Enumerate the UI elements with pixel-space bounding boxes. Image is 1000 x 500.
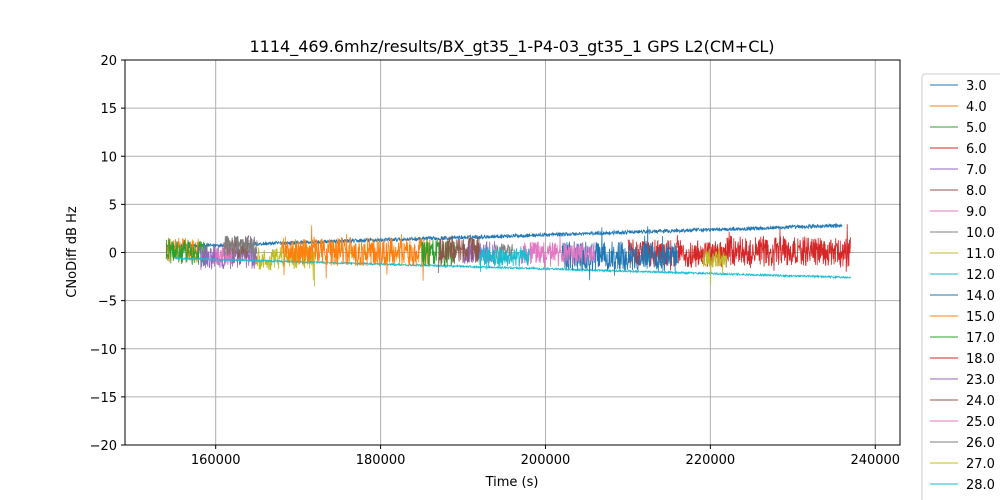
legend-label: 28.0 [966, 478, 995, 493]
x-tick-label: 200000 [521, 453, 571, 468]
series-line-10-0 [223, 235, 258, 259]
series-line-18-0 [726, 224, 851, 272]
series-line-27-0 [701, 247, 728, 284]
legend-label: 12.0 [966, 268, 995, 283]
legend-label: 18.0 [966, 352, 995, 367]
legend-label: 15.0 [966, 310, 995, 325]
y-tick-label: −10 [90, 343, 117, 358]
y-axis-label: CNoDiff dB Hz [65, 206, 80, 298]
y-tick-label: 5 [109, 198, 117, 213]
legend-label: 8.0 [966, 184, 987, 199]
y-tick-label: 20 [100, 54, 117, 69]
x-tick-label: 220000 [686, 453, 736, 468]
y-tick-label: −15 [90, 391, 117, 406]
legend-label: 23.0 [966, 373, 995, 388]
series-line-12-0 [174, 256, 851, 280]
series-line-25-0 [520, 236, 596, 269]
legend-label: 26.0 [966, 436, 995, 451]
y-tick-label: 15 [100, 102, 117, 117]
legend-label: 7.0 [966, 163, 987, 178]
series-line-15-0 [281, 225, 431, 281]
legend-label: 9.0 [966, 205, 987, 220]
series-line-17-0 [421, 239, 456, 267]
legend-label: 25.0 [966, 415, 995, 430]
legend-box [921, 73, 1000, 500]
x-tick-label: 240000 [850, 453, 900, 468]
legend-label: 4.0 [966, 100, 987, 115]
legend-label: 27.0 [966, 457, 995, 472]
y-tick-label: 0 [109, 247, 117, 262]
legend-label: 3.0 [966, 79, 987, 94]
y-tick-label: 10 [100, 150, 117, 165]
chart-title: 1114_469.6mhz/results/BX_gt35_1-P4-03_gt… [249, 37, 774, 57]
legend-label: 24.0 [966, 394, 995, 409]
axis-ticks: 160000 180000 200000 220000 240000 −20 −15 −10 −… [90, 54, 901, 468]
series-line-14-0 [561, 226, 678, 281]
legend-label: 14.0 [966, 289, 995, 304]
series-line-3-0 [166, 222, 843, 249]
y-tick-label: −5 [98, 295, 117, 310]
series-lines [165, 222, 851, 287]
x-tick-label: 180000 [356, 453, 406, 468]
legend-label: 11.0 [966, 247, 995, 262]
x-tick-label: 160000 [191, 453, 241, 468]
legend-label: 10.0 [966, 226, 995, 241]
legend: 3.0 4.0 5.0 6.0 7.0 8.0 9.0 10.0 11.0 12.0 14.0 15.… [921, 73, 1000, 500]
legend-label: 5.0 [966, 121, 987, 136]
y-tick-label: −20 [90, 439, 117, 454]
x-axis-label: Time (s) [485, 475, 539, 490]
series-line-28-0 [479, 247, 530, 272]
series-line-24-0 [437, 236, 480, 274]
legend-label: 6.0 [966, 142, 987, 157]
legend-label: 17.0 [966, 331, 995, 346]
